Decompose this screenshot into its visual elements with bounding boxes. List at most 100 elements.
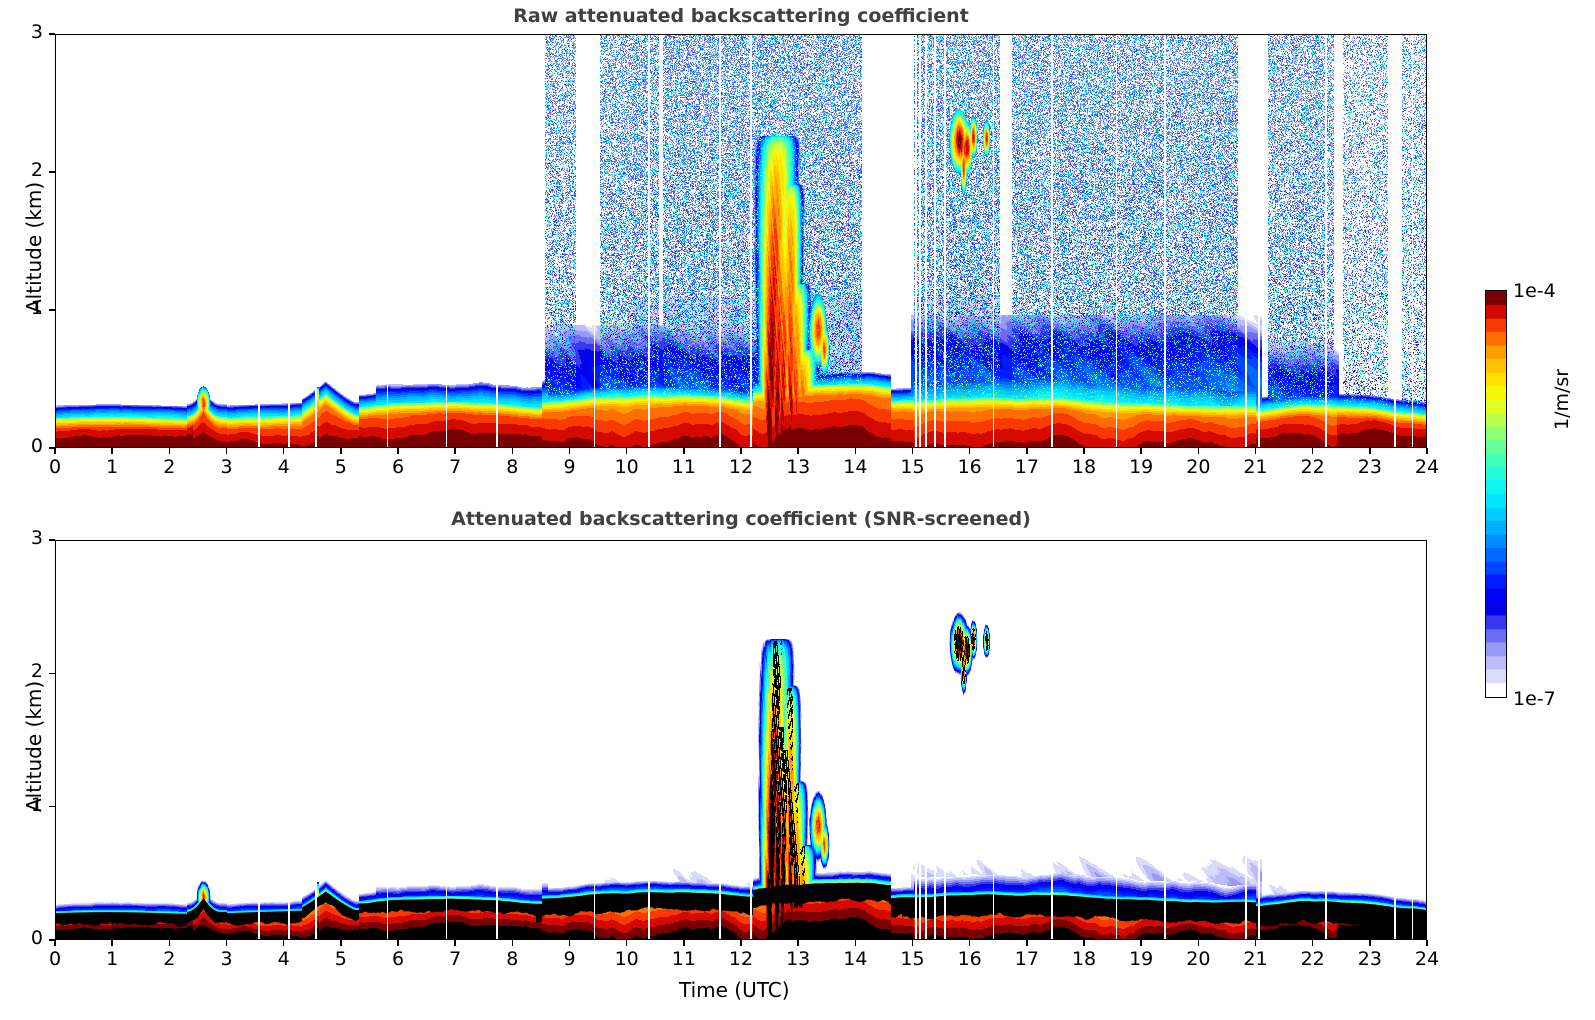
y-tick-label: 1 — [30, 297, 43, 319]
x-tick — [111, 448, 113, 454]
x-tick — [1369, 940, 1371, 946]
y-tick — [49, 939, 55, 941]
y-tick — [49, 672, 55, 675]
x-tick — [1197, 940, 1200, 946]
x-tick-label: 7 — [449, 948, 462, 970]
x-tick-label: 22 — [1300, 948, 1325, 970]
x-axis-label: Time (UTC) — [679, 978, 790, 1002]
x-tick — [511, 940, 514, 946]
x-tick — [225, 448, 228, 454]
x-tick-label: 15 — [900, 456, 925, 478]
x-tick-label: 21 — [1243, 948, 1268, 970]
x-tick — [454, 448, 456, 454]
x-tick — [1426, 448, 1428, 454]
x-tick — [225, 940, 228, 946]
y-tick-label: 2 — [30, 660, 43, 683]
x-tick — [740, 448, 742, 454]
y-tick-label: 0 — [30, 435, 43, 457]
x-tick — [683, 940, 685, 946]
x-tick-label: 16 — [957, 948, 982, 970]
y-tick — [49, 805, 55, 808]
x-tick-label: 24 — [1414, 948, 1440, 970]
y-tick — [49, 33, 55, 35]
x-tick — [1369, 448, 1371, 454]
panel-title-raw: Raw attenuated backscattering coefficien… — [513, 5, 969, 27]
x-tick — [968, 448, 971, 454]
x-tick-label: 11 — [671, 948, 696, 970]
x-tick — [625, 940, 628, 946]
x-tick-label: 10 — [614, 456, 639, 478]
x-tick — [797, 940, 799, 946]
x-tick — [1083, 448, 1085, 454]
x-tick-label: 2 — [163, 948, 176, 970]
x-tick — [911, 448, 914, 454]
x-tick-label: 14 — [843, 456, 868, 478]
x-tick-label: 0 — [48, 948, 62, 970]
x-tick-label: 19 — [1129, 456, 1154, 478]
x-tick — [511, 448, 514, 454]
x-tick-label: 20 — [1186, 456, 1211, 478]
y-tick — [49, 309, 55, 311]
x-tick-label: 18 — [1071, 948, 1097, 970]
x-tick-label: 21 — [1243, 456, 1268, 478]
x-tick-label: 8 — [506, 948, 519, 970]
x-tick-label: 6 — [391, 948, 405, 970]
x-tick — [54, 448, 56, 454]
x-tick — [1140, 448, 1142, 454]
x-tick-label: 23 — [1357, 948, 1382, 970]
y-tick-label: 0 — [30, 927, 43, 949]
x-tick-label: 16 — [957, 456, 982, 478]
x-tick — [1140, 940, 1142, 946]
x-tick-label: 17 — [1014, 456, 1039, 478]
x-tick — [1197, 448, 1200, 454]
x-tick — [1083, 940, 1085, 946]
x-tick-label: 5 — [334, 948, 347, 970]
x-tick — [168, 448, 171, 454]
x-tick — [54, 940, 56, 946]
x-tick — [1311, 448, 1314, 454]
plot-area-screened[interactable] — [55, 540, 1427, 940]
x-tick — [854, 448, 857, 454]
x-tick — [168, 940, 171, 946]
y-axis-label-raw: Altitude (km) — [22, 181, 46, 313]
x-tick — [568, 940, 571, 946]
plot-area-raw[interactable] — [55, 34, 1427, 448]
x-tick-label: 2 — [163, 456, 176, 478]
y-tick — [49, 539, 55, 541]
panel-title-screened: Attenuated backscattering coefficient (S… — [451, 508, 1031, 530]
x-tick-label: 13 — [786, 456, 811, 478]
x-tick — [625, 448, 628, 454]
x-tick — [797, 448, 799, 454]
x-tick-label: 18 — [1071, 456, 1097, 478]
x-tick — [340, 940, 342, 946]
colorbar-min-label: 1e-7 — [1513, 688, 1556, 710]
y-tick-label: 3 — [30, 21, 43, 43]
x-tick-label: 6 — [391, 456, 405, 478]
y-tick-label: 3 — [30, 527, 43, 549]
colorbar-max-label: 1e-4 — [1513, 280, 1556, 302]
x-tick — [397, 940, 399, 946]
x-tick-label: 12 — [728, 948, 754, 970]
y-tick-label: 1 — [30, 793, 43, 816]
x-tick-label: 9 — [563, 948, 576, 970]
x-tick-label: 5 — [334, 456, 347, 478]
x-tick — [1254, 448, 1257, 454]
x-tick-label: 9 — [563, 456, 576, 478]
x-tick-label: 12 — [728, 456, 754, 478]
x-tick-label: 8 — [506, 456, 519, 478]
x-tick-label: 10 — [614, 948, 639, 970]
x-tick — [111, 940, 113, 946]
y-tick — [49, 447, 55, 449]
y-tick — [49, 171, 55, 173]
x-tick-label: 4 — [277, 456, 290, 478]
x-tick — [968, 940, 971, 946]
x-tick — [454, 940, 456, 946]
x-tick — [282, 940, 285, 946]
x-tick — [1311, 940, 1314, 946]
x-tick-label: 15 — [900, 948, 925, 970]
x-tick-label: 13 — [786, 948, 811, 970]
y-tick-label: 2 — [30, 159, 43, 181]
colorbar — [1485, 290, 1507, 698]
x-tick-label: 20 — [1186, 948, 1211, 970]
